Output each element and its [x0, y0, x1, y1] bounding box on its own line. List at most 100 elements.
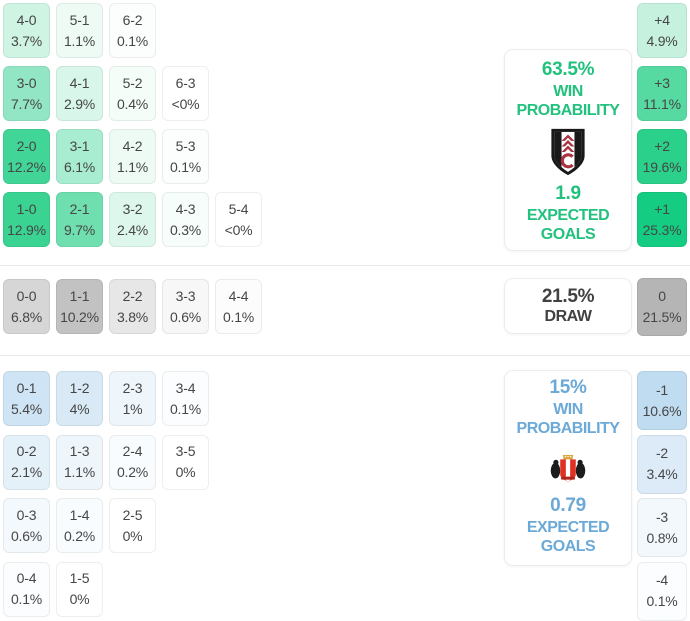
scoreline-cell-6-2: 6-2 0.1%	[109, 3, 156, 58]
scoreline-cell-1-0: 1-0 12.9%	[3, 192, 50, 247]
home-win-label-line2: PROBABILITY	[516, 101, 620, 119]
scoreline-cell-0-3: 0-3 0.6%	[3, 498, 50, 553]
scoreline-cell-4-2: 4-2 1.1%	[109, 129, 156, 184]
cell-probability: 2.1%	[10, 464, 43, 480]
away-win-label-line1: WIN	[553, 401, 583, 418]
scoreline-cell-1-5: 1-5 0%	[56, 561, 103, 617]
cell-probability: 9.7%	[63, 221, 96, 238]
scoreline-cell-2-4: 2-4 0.2%	[109, 434, 156, 490]
cell-scoreline: 0-3	[16, 506, 37, 523]
goal-diff-cell--2: -2 3.4%	[637, 434, 687, 494]
cell-probability: 12.2%	[7, 158, 46, 175]
cell-scoreline: 5-2	[122, 74, 143, 91]
goal-diff-cell-+3: +3 11.1%	[637, 66, 687, 121]
home-win-probability-value: 63.5%	[541, 59, 595, 80]
goal-diff-cell--3: -3 0.8%	[637, 498, 687, 557]
cell-scoreline: 3-1	[69, 137, 90, 154]
scoreline-cell-5-2: 5-2 0.4%	[109, 66, 156, 121]
cell-scoreline: +4	[654, 11, 670, 28]
scoreline-cell-2-0: 2-0 12.2%	[3, 129, 50, 184]
cell-scoreline: 2-3	[122, 379, 143, 396]
cell-scoreline: 0-1	[16, 379, 37, 396]
cell-probability: 3.8%	[116, 308, 149, 325]
cell-scoreline: 5-3	[175, 137, 196, 154]
cell-scoreline: 6-2	[122, 11, 143, 28]
away-win-summary-panel: 15% WIN PROBABILITY 0.79 EXPECTED GOALS	[504, 370, 632, 566]
cell-scoreline: +3	[654, 74, 670, 91]
cell-probability: 19.6%	[642, 158, 682, 175]
cell-scoreline: 2-5	[122, 506, 143, 523]
cell-probability: 0.6%	[169, 308, 202, 325]
home-win-summary-panel: 63.5% WIN PROBABILITY 1.9 EXPECTED GOALS	[504, 49, 632, 251]
home-win-label-line1: WIN	[553, 83, 583, 100]
cell-scoreline: 0-2	[16, 443, 37, 459]
cell-scoreline: -4	[655, 572, 669, 588]
cell-scoreline: 1-5	[69, 570, 90, 586]
cell-scoreline: 4-1	[69, 74, 90, 91]
cell-probability: 4%	[69, 400, 90, 417]
home-xg-label-line2: GOALS	[540, 225, 596, 243]
cell-probability: 0.2%	[63, 527, 96, 544]
cell-scoreline: 1-2	[69, 379, 90, 396]
away-xg-label-line1: EXPECTED	[526, 519, 610, 536]
scoreline-cell-5-3: 5-3 0.1%	[162, 129, 209, 184]
cell-probability: 0.1%	[222, 308, 255, 325]
cell-scoreline: 3-0	[16, 74, 37, 91]
scoreline-cell-2-3: 2-3 1%	[109, 371, 156, 426]
cell-probability: 2.4%	[116, 221, 149, 238]
cell-probability: 11.1%	[643, 95, 681, 112]
scoreline-cell-5-1: 5-1 1.1%	[56, 3, 103, 58]
scoreline-cell-1-1: 1-1 10.2%	[56, 279, 103, 334]
scoreline-cell-4-1: 4-1 2.9%	[56, 66, 103, 121]
cell-scoreline: 2-0	[16, 137, 37, 154]
cell-probability: 0.1%	[116, 32, 149, 49]
cell-scoreline: 4-3	[175, 200, 196, 217]
cell-probability: 10.6%	[642, 402, 682, 419]
cell-probability: 3.4%	[646, 466, 678, 482]
cell-probability: 7.7%	[10, 95, 43, 112]
sunderland-crest-icon	[550, 455, 586, 482]
cell-probability: 3.7%	[10, 32, 43, 49]
scoreline-cell-2-2: 2-2 3.8%	[109, 279, 156, 334]
cell-probability: 0.6%	[10, 527, 43, 544]
cell-probability: 0.4%	[116, 95, 149, 112]
scoreline-cell-2-1: 2-1 9.7%	[56, 192, 103, 247]
cell-scoreline: 5-1	[69, 11, 90, 28]
cell-probability: 1%	[122, 400, 143, 417]
scoreline-cell-3-4: 3-4 0.1%	[162, 371, 209, 426]
cell-probability: 10.2%	[60, 308, 99, 325]
cell-probability: 0.1%	[646, 593, 678, 609]
cell-probability: 6.1%	[63, 158, 96, 175]
home-xg-label-line1: EXPECTED	[526, 207, 610, 224]
draw-summary-panel: 21.5% DRAW	[504, 278, 632, 334]
cell-scoreline: 2-2	[122, 287, 143, 304]
cell-probability: 1.1%	[63, 464, 96, 480]
scoreline-cell-5-4: 5-4 <0%	[215, 192, 262, 247]
draw-probability-value: 21.5%	[541, 285, 595, 307]
cell-scoreline: 4-4	[228, 287, 249, 304]
scoreline-cell-6-3: 6-3 <0%	[162, 66, 209, 121]
fulham-crest-icon	[551, 128, 585, 176]
cell-scoreline: 3-3	[175, 287, 196, 304]
cell-probability: 25.3%	[642, 221, 682, 238]
cell-probability: 0.2%	[116, 464, 149, 480]
cell-probability: 0.8%	[646, 529, 678, 546]
cell-scoreline: 2-1	[69, 200, 90, 217]
cell-scoreline: 6-3	[175, 74, 196, 91]
cell-scoreline: 3-2	[122, 200, 143, 217]
draw-label: DRAW	[544, 307, 592, 325]
scoreline-cell-3-5: 3-5 0%	[162, 434, 209, 490]
cell-probability: 1.1%	[63, 32, 96, 49]
goal-diff-cell-+4: +4 4.9%	[637, 3, 687, 58]
cell-probability: 12.9%	[7, 221, 46, 238]
cell-scoreline: 0-0	[16, 287, 37, 304]
cell-scoreline: 1-1	[69, 287, 90, 304]
scoreline-cell-3-1: 3-1 6.1%	[56, 129, 103, 184]
cell-scoreline: 1-3	[69, 443, 90, 459]
cell-scoreline: +2	[654, 137, 670, 154]
scoreline-cell-3-0: 3-0 7.7%	[3, 66, 50, 121]
cell-probability: 1.1%	[116, 158, 149, 175]
scoreline-cell-2-5: 2-5 0%	[109, 498, 156, 553]
scoreline-cell-0-4: 0-4 0.1%	[3, 561, 50, 617]
